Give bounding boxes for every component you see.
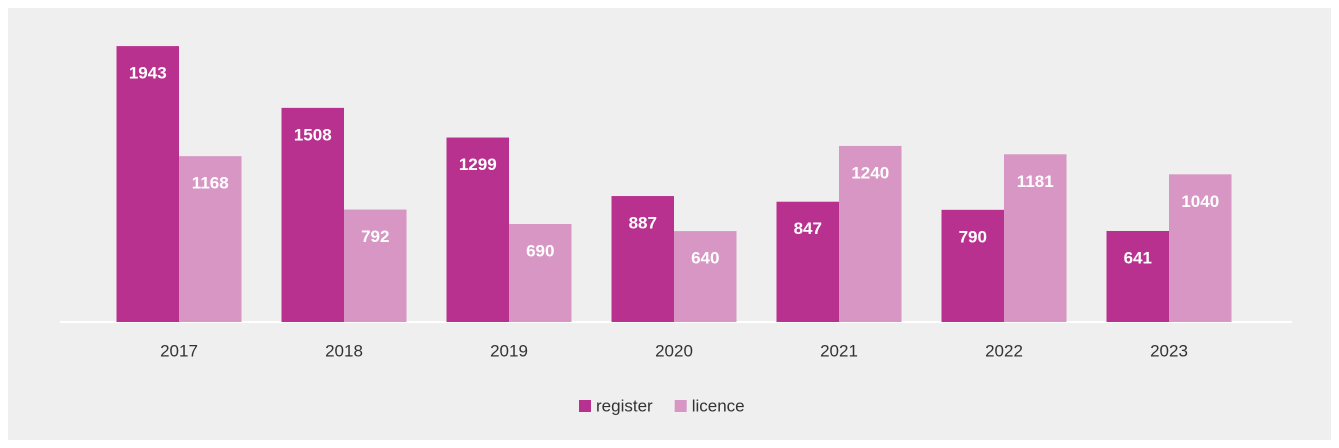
- x-tick-label: 2017: [160, 341, 198, 360]
- legend-swatch: [674, 400, 687, 412]
- data-label: 1943: [129, 64, 167, 83]
- x-tick-label: 2023: [1150, 341, 1188, 360]
- x-tick-label: 2021: [820, 341, 858, 360]
- data-label: 641: [1124, 248, 1152, 267]
- x-tick-label: 2020: [655, 341, 693, 360]
- bar: [1169, 174, 1232, 322]
- bar: [674, 231, 737, 322]
- bar: [776, 201, 839, 322]
- data-label: 1040: [1181, 192, 1219, 211]
- bar: [281, 107, 344, 322]
- bar: [509, 224, 572, 322]
- bar: [839, 145, 902, 322]
- x-tick-label: 2019: [490, 341, 528, 360]
- data-label: 1168: [192, 174, 229, 193]
- legend-label: licence: [692, 396, 745, 415]
- data-label: 1299: [459, 155, 497, 174]
- bar: [179, 156, 242, 322]
- data-label: 887: [629, 214, 657, 233]
- bar: [1106, 230, 1169, 322]
- bar: [344, 209, 407, 322]
- legend-label: register: [596, 396, 653, 415]
- bar: [116, 46, 179, 323]
- x-tick-label: 2022: [985, 341, 1023, 360]
- data-label: 792: [361, 227, 389, 246]
- data-label: 1240: [851, 163, 889, 182]
- data-label: 690: [526, 242, 554, 261]
- legend-swatch: [579, 400, 591, 412]
- data-label: 790: [959, 227, 987, 246]
- data-label: 640: [691, 249, 719, 268]
- bar: [1004, 154, 1067, 322]
- data-label: 1508: [294, 125, 332, 144]
- bar: [611, 196, 674, 322]
- bar: [446, 137, 509, 322]
- bar: [941, 209, 1004, 322]
- data-label: 1181: [1017, 172, 1054, 191]
- data-label: 847: [794, 219, 822, 238]
- x-tick-label: 2018: [325, 341, 363, 360]
